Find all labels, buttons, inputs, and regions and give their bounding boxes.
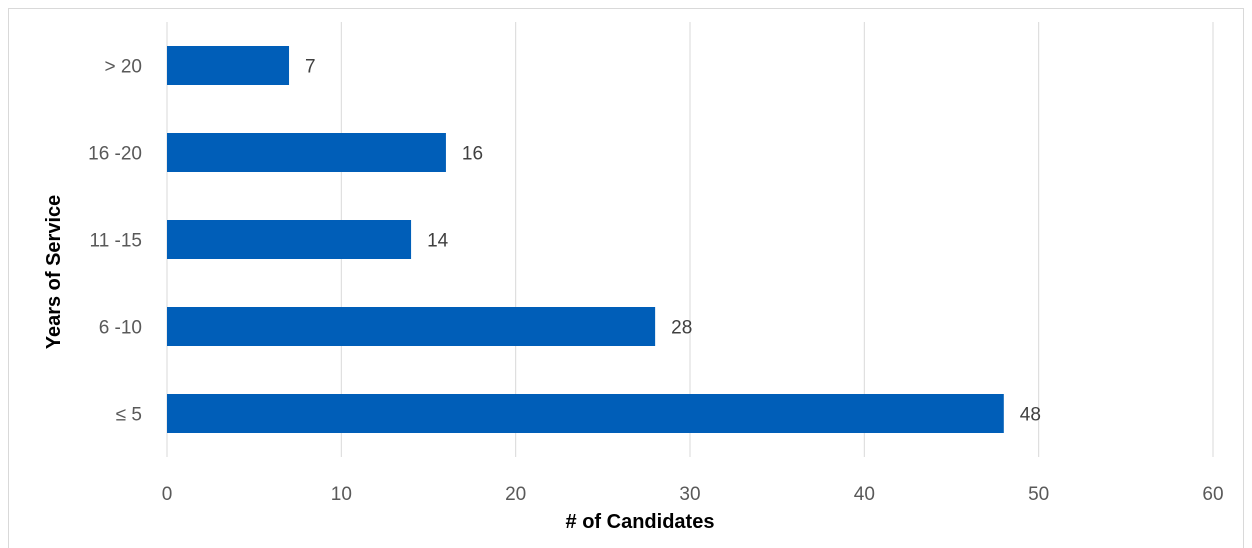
x-tick-label: 30 [679,484,700,505]
y-tick-label: 16 -20 [88,144,142,165]
y-tick-label: > 20 [104,57,142,78]
x-tick-label: 40 [854,484,875,505]
y-tick-label: 6 -10 [99,318,142,339]
x-tick-label: 10 [331,484,352,505]
data-label: 7 [305,57,316,78]
x-tick-label: 20 [505,484,526,505]
bar [167,307,656,346]
y-tick-label: ≤ 5 [116,405,142,426]
x-tick-labels: 0 10 20 30 40 50 60 [162,484,1224,505]
x-axis-title: # of Candidates [566,511,715,533]
data-label: 28 [671,318,692,339]
y-tick-label: 11 -15 [90,231,142,252]
bars [167,46,1004,433]
bar [167,220,412,259]
x-tick-label: 60 [1202,484,1223,505]
x-tick-label: 50 [1028,484,1049,505]
x-tick-label: 0 [162,484,173,505]
data-label: 14 [427,231,449,252]
data-label: 48 [1020,405,1041,426]
bar [167,133,446,172]
data-labels: 48 28 14 16 7 [305,57,1041,426]
bar [167,46,290,85]
bar-chart: 48 28 14 16 7 0 10 20 30 40 50 60 ≤ 5 6 -10 11 -15 16… [43,22,1224,533]
y-axis-title: Years of Service [43,195,65,350]
chart-frame [8,8,1244,548]
bar [167,394,1004,433]
y-tick-labels: ≤ 5 6 -10 11 -15 16 -20 > 20 [88,57,142,426]
data-label: 16 [462,144,483,165]
